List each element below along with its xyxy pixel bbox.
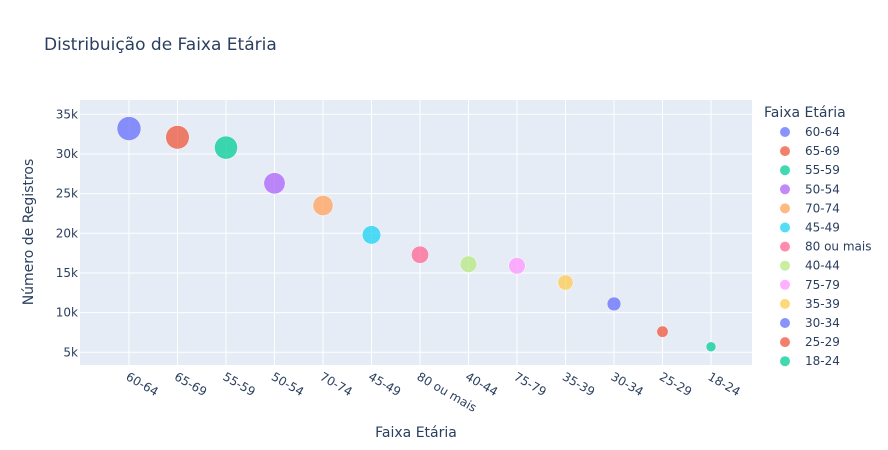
legend-marker[interactable] (780, 260, 790, 271)
x-axis-ticks: 60-64 65-69 55-59 50-54 70-74 45-49 80 ou mais… (124, 369, 743, 414)
plot-area (80, 100, 752, 365)
legend-marker[interactable] (780, 241, 790, 252)
legend: Faixa Etária 60-64 65-69 55-59 50-54 70-74 45… (764, 105, 871, 368)
legend-title: Faixa Etária (764, 105, 846, 121)
x-tick-label: 70-74 (318, 369, 355, 399)
x-tick-label: 35-39 (560, 369, 597, 399)
y-tick-label: 5k (63, 345, 78, 359)
legend-item-label[interactable]: 18-24 (805, 354, 840, 368)
legend-marker[interactable] (780, 146, 790, 157)
legend-marker[interactable] (780, 127, 790, 137)
x-tick-label: 65-69 (172, 369, 209, 399)
chart-title: Distribuição de Faixa Etária (44, 35, 277, 55)
y-axis-title: Número de Registros (21, 159, 37, 306)
legend-item-label[interactable]: 70-74 (805, 201, 840, 215)
data-point[interactable] (557, 274, 574, 291)
legend-marker[interactable] (780, 356, 790, 367)
y-tick-label: 25k (56, 187, 78, 201)
data-point[interactable] (606, 296, 622, 312)
data-point[interactable] (214, 135, 238, 160)
x-tick-label: 75-79 (512, 369, 549, 399)
legend-marker[interactable] (780, 298, 790, 309)
x-tick-label: 30-34 (609, 369, 646, 399)
data-point[interactable] (165, 125, 190, 150)
x-tick-label: 40-44 (463, 369, 500, 399)
data-point[interactable] (312, 195, 334, 216)
y-axis-ticks: 5k 10k 15k 20k 25k 30k 35k (56, 107, 78, 359)
legend-marker[interactable] (780, 279, 790, 290)
x-tick-label: 25-29 (657, 369, 694, 399)
x-tick-label: 50-54 (269, 369, 306, 399)
legend-item-label[interactable]: 80 ou mais (805, 240, 871, 254)
x-tick-label: 55-59 (221, 369, 258, 399)
data-point[interactable] (263, 172, 286, 195)
data-point[interactable] (361, 225, 382, 245)
legend-marker[interactable] (780, 203, 790, 214)
data-point[interactable] (459, 255, 478, 273)
data-point[interactable] (116, 116, 142, 141)
y-tick-label: 15k (56, 266, 78, 280)
legend-item-label[interactable]: 65-69 (805, 144, 840, 158)
legend-marker[interactable] (780, 318, 790, 328)
data-point[interactable] (508, 257, 526, 275)
y-tick-label: 20k (56, 226, 78, 240)
legend-item-label[interactable]: 75-79 (805, 278, 840, 292)
legend-item-label[interactable]: 35-39 (805, 297, 840, 311)
legend-marker[interactable] (780, 222, 790, 233)
y-tick-label: 35k (56, 107, 78, 121)
legend-item-label[interactable]: 25-29 (805, 335, 840, 349)
legend-marker[interactable] (780, 184, 790, 195)
x-tick-label: 18-24 (706, 369, 743, 399)
legend-item-label[interactable]: 50-54 (805, 182, 840, 196)
data-point[interactable] (656, 325, 669, 338)
x-axis-title: Faixa Etária (375, 425, 457, 441)
data-markers (116, 116, 717, 352)
data-point[interactable] (411, 245, 429, 264)
y-tick-label: 30k (56, 147, 78, 161)
legend-item-label[interactable]: 45-49 (805, 221, 840, 235)
legend-item-label[interactable]: 30-34 (805, 316, 840, 330)
legend-item-label[interactable]: 60-64 (805, 125, 840, 139)
legend-marker[interactable] (780, 337, 790, 348)
x-tick-label: 60-64 (124, 369, 161, 399)
legend-marker[interactable] (780, 165, 790, 176)
legend-item-label[interactable]: 55-59 (805, 163, 840, 177)
x-tick-label: 45-49 (366, 369, 403, 399)
y-tick-label: 10k (56, 306, 78, 320)
data-point[interactable] (705, 341, 717, 352)
legend-item-label[interactable]: 40-44 (805, 259, 840, 273)
